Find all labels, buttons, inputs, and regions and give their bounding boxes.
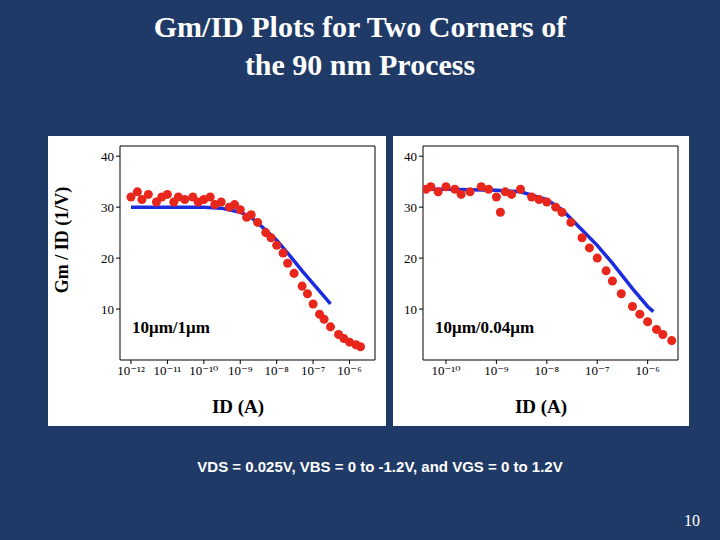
svg-text:10: 10 bbox=[101, 302, 114, 317]
html-text:Gm/ID Plots for Two Corners of: Gm/ID Plots for Two Corners of bbox=[153, 10, 567, 43]
html-text:10μm/1μm: 10μm/1μm bbox=[132, 318, 210, 337]
svg-text:20: 20 bbox=[404, 251, 417, 266]
svg-text:10⁻⁶: 10⁻⁶ bbox=[337, 363, 361, 378]
svg-text:40: 40 bbox=[101, 149, 114, 164]
svg-text:10⁻⁹: 10⁻⁹ bbox=[228, 363, 253, 378]
svg-text:10: 10 bbox=[404, 302, 417, 317]
html-text:ID (A): ID (A) bbox=[514, 396, 568, 417]
svg-text:30: 30 bbox=[404, 200, 417, 215]
svg-text:10⁻⁸: 10⁻⁸ bbox=[535, 363, 560, 378]
svg-text:10⁻⁶: 10⁻⁶ bbox=[635, 363, 659, 378]
svg-text:10⁻⁷: 10⁻⁷ bbox=[585, 363, 609, 378]
svg-text:10⁻¹²: 10⁻¹² bbox=[117, 363, 145, 378]
html-text:the 90 nm Process: the 90 nm Process bbox=[244, 48, 476, 81]
html-text:ID (A): ID (A) bbox=[211, 396, 265, 417]
svg-text:40: 40 bbox=[404, 149, 417, 164]
svg-text:10⁻¹⁰: 10⁻¹⁰ bbox=[431, 363, 460, 378]
html-text:VDS = 0.025V, VBS = 0 to -1.2V: VDS = 0.025V, VBS = 0 to -1.2V, and VGS … bbox=[197, 458, 563, 475]
svg-text:20: 20 bbox=[101, 251, 114, 266]
svg-text:10⁻¹⁰: 10⁻¹⁰ bbox=[189, 363, 218, 378]
html-text:10: 10 bbox=[684, 512, 700, 529]
svg-text:10⁻⁸: 10⁻⁸ bbox=[264, 363, 289, 378]
svg-text:10⁻¹¹: 10⁻¹¹ bbox=[154, 363, 182, 378]
svg-text:10⁻⁹: 10⁻⁹ bbox=[484, 363, 509, 378]
html-text:Gm / ID (1/V): Gm / ID (1/V) bbox=[51, 186, 72, 294]
svg-text:30: 30 bbox=[101, 200, 114, 215]
svg-text:10⁻⁷: 10⁻⁷ bbox=[301, 363, 325, 378]
html-text:10μm/0.04μm: 10μm/0.04μm bbox=[435, 318, 535, 337]
